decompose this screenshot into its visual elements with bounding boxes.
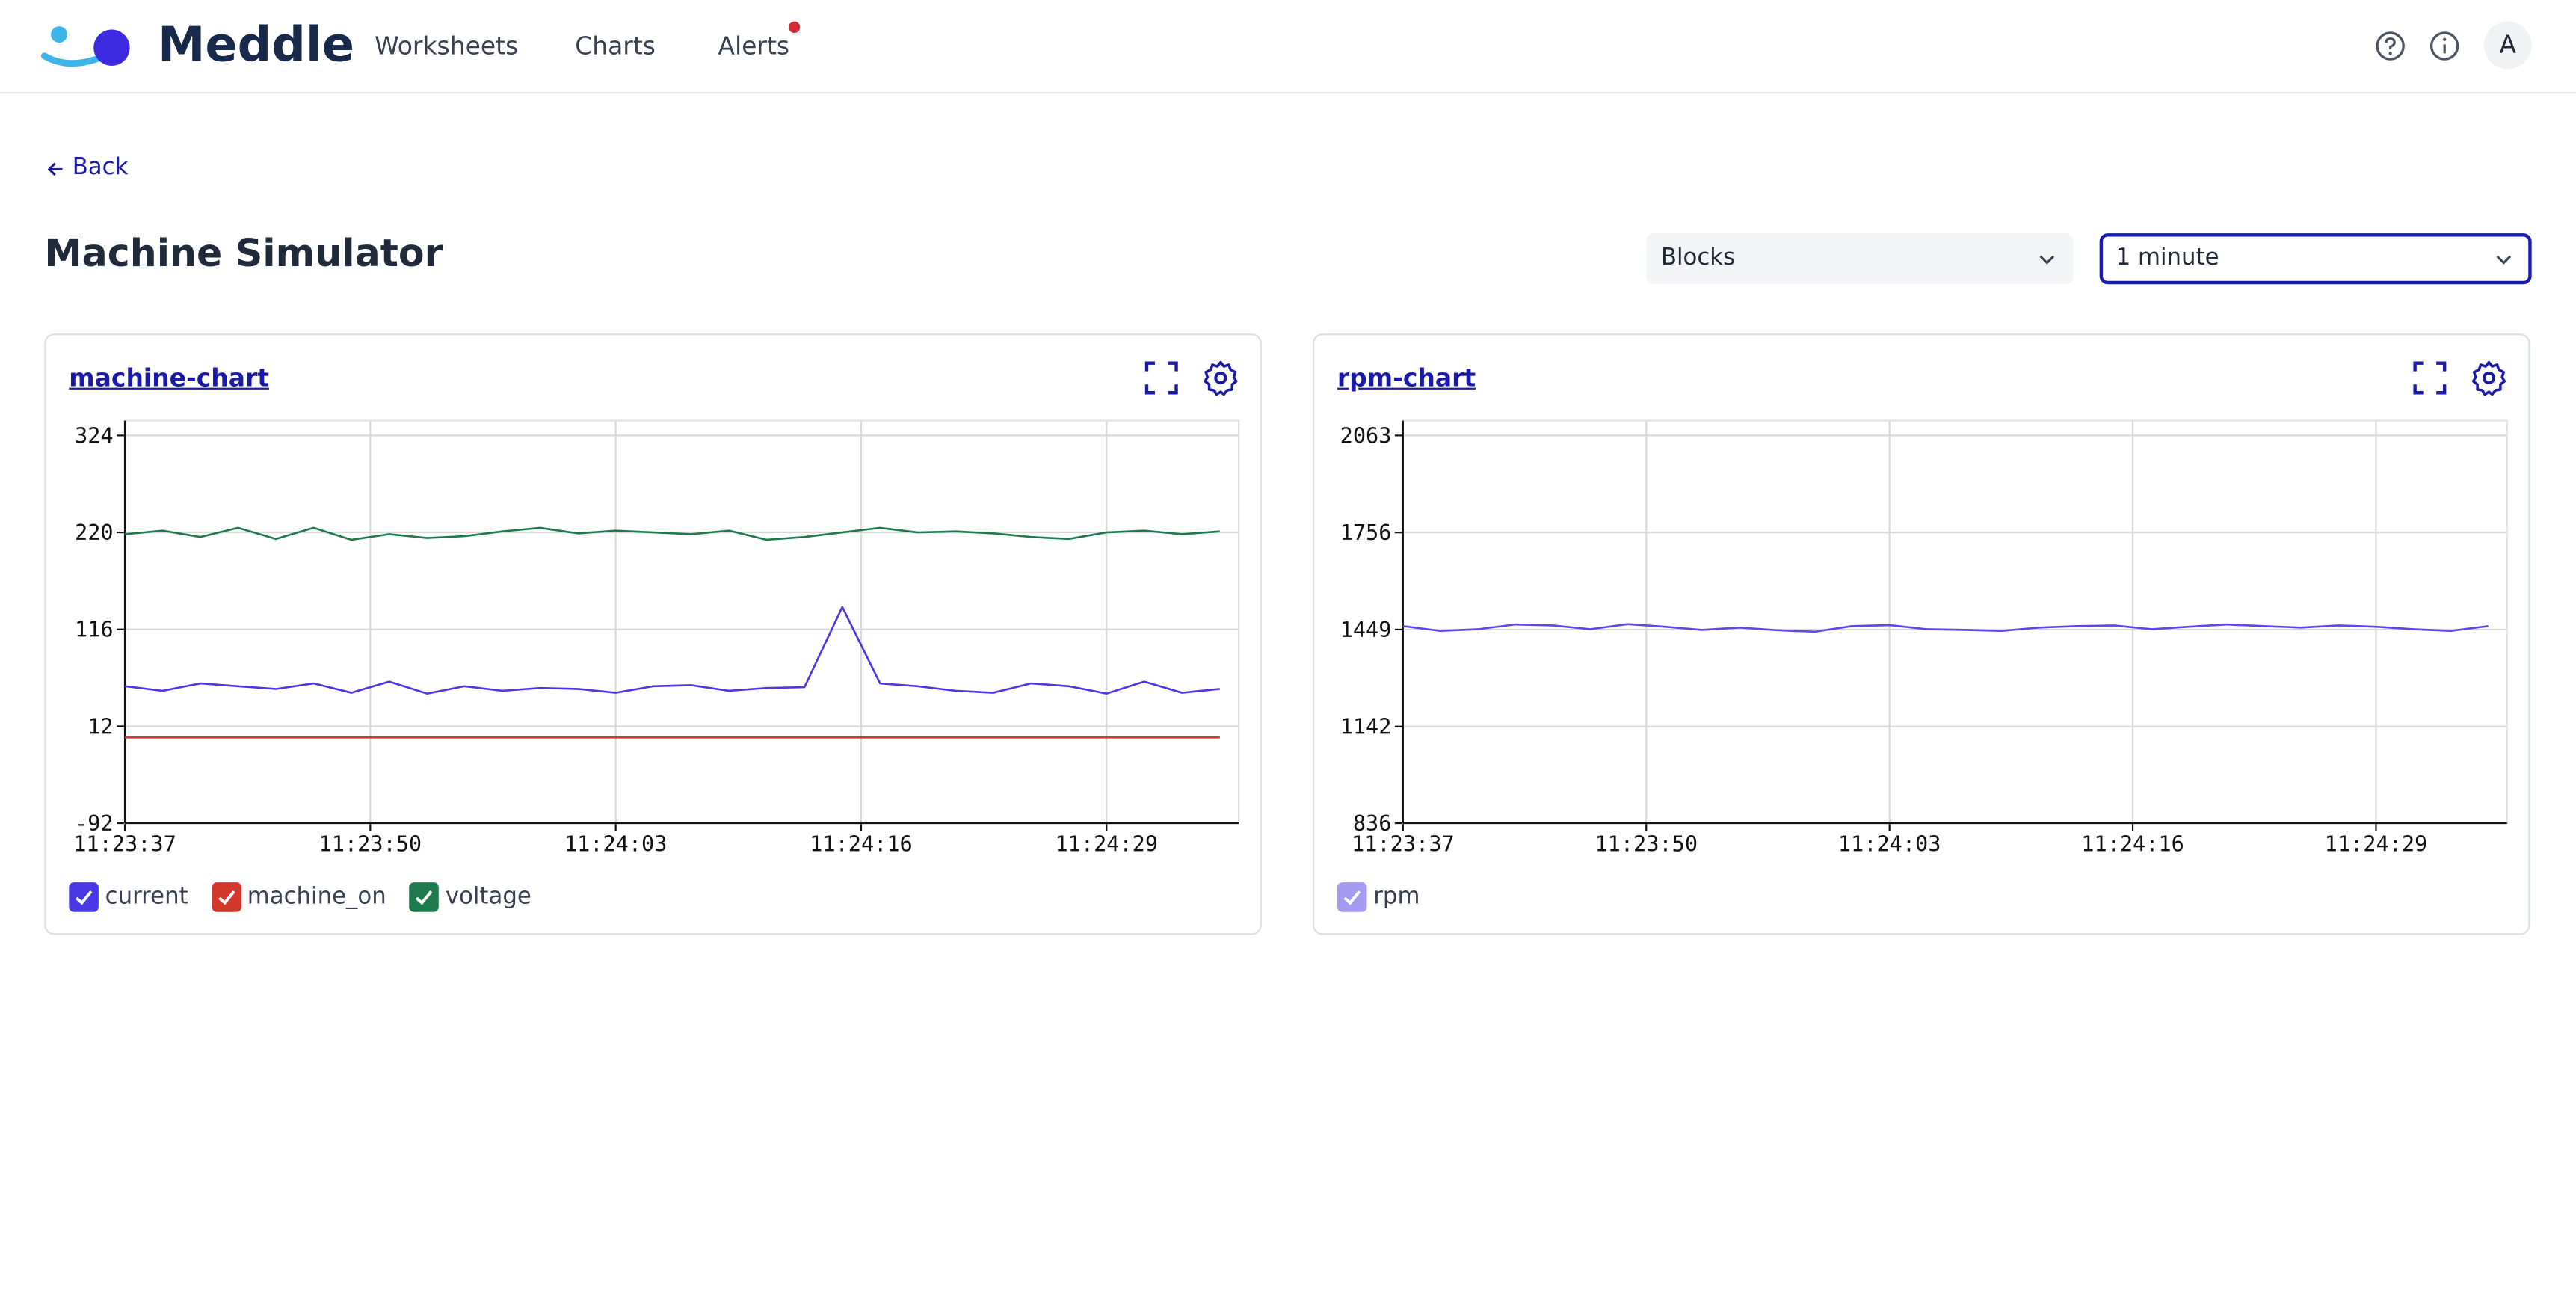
back-link[interactable]: Back (72, 154, 129, 181)
icon-path (1214, 371, 1227, 385)
y-tick-label: 116 (75, 617, 114, 642)
x-tick-label: 11:23:37 (1352, 831, 1455, 856)
check-path (416, 890, 433, 905)
x-tick-label: 11:24:16 (2081, 831, 2184, 856)
check-mark (75, 890, 93, 905)
chart: -92 12 116 220 324 11:23:37 11:23:50 11:24:03 11… (73, 419, 1240, 856)
chevron (2496, 255, 2512, 265)
check-mark (416, 890, 433, 905)
legend-swatch (1337, 882, 1367, 912)
y-tick-label: -92 (75, 810, 114, 836)
check-path (217, 890, 235, 905)
x-tick-label: 11:24:29 (2325, 831, 2428, 856)
settings-icon[interactable] (2471, 360, 2506, 396)
legend-swatch (69, 882, 99, 912)
legend-label: current (105, 884, 188, 911)
chart-title[interactable]: rpm-chart (1337, 363, 1476, 393)
x-tick-label: 11:23:37 (73, 831, 176, 856)
check-mark (217, 890, 235, 905)
expand-icon[interactable] (2412, 360, 2447, 396)
legend-item[interactable]: rpm (1337, 882, 1420, 912)
check-mark (1343, 890, 1361, 905)
avatar[interactable]: A (2483, 21, 2532, 70)
y-tick-label: 836 (1353, 810, 1392, 836)
legend-label: rpm (1373, 884, 1420, 911)
series-line (124, 526, 1220, 541)
y-tick-label: 220 (75, 520, 114, 545)
legend: rpm (1337, 882, 1420, 912)
brand[interactable]: Meddle (157, 16, 354, 73)
icon-path (1144, 361, 1178, 395)
legend-swatch (211, 882, 241, 912)
y-tick-label: 1449 (1340, 617, 1392, 642)
range-select[interactable]: 1 minute (2099, 233, 2532, 285)
back-arrow (47, 162, 63, 176)
info-icon[interactable] (2428, 30, 2461, 63)
select-value: 1 minute (2116, 244, 2219, 271)
series-line (1402, 623, 2489, 633)
legend-swatch (409, 882, 440, 912)
y-tick-label: 1142 (1340, 714, 1392, 739)
icon-path (2413, 361, 2447, 395)
help-icon[interactable] (2374, 30, 2407, 63)
chevron (2039, 255, 2055, 265)
plot-frame (1402, 419, 2508, 825)
nav-link[interactable]: Worksheets (375, 31, 519, 61)
chart-panel: rpm-chart 836 1142 1449 1756 2063 11:23:37 11:2… (1312, 333, 2530, 935)
chart-title[interactable]: machine-chart (69, 363, 270, 393)
legend-label: voltage (445, 884, 531, 911)
legend-item[interactable]: voltage (409, 882, 531, 912)
check-path (1343, 890, 1361, 905)
legend-item[interactable]: current (69, 882, 188, 912)
legend-label: machine_on (247, 884, 386, 911)
x-tick-label: 11:24:03 (1838, 831, 1941, 856)
x-tick-label: 11:24:03 (564, 831, 668, 856)
expand-icon[interactable] (1144, 360, 1180, 396)
y-tick-label: 12 (87, 713, 113, 739)
nav-link[interactable]: Alerts (718, 31, 790, 61)
y-tick-label: 324 (75, 422, 114, 448)
x-tick-label: 11:24:16 (810, 831, 913, 856)
settings-icon[interactable] (1203, 360, 1239, 396)
icon-path (2482, 371, 2496, 385)
legend: current machine_on voltage (69, 882, 531, 912)
page-title: Machine Simulator (44, 233, 443, 277)
x-tick-label: 11:23:50 (1594, 831, 1698, 856)
top-bar: Meddle Worksheets Charts Alerts A (0, 0, 2576, 94)
chart: 836 1142 1449 1756 2063 11:23:37 11:23:50 11:24… (1340, 419, 2508, 856)
plot-frame (123, 419, 1240, 825)
y-tick-label: 2063 (1340, 422, 1392, 448)
alert-dot (788, 21, 801, 33)
legend-item[interactable]: machine_on (211, 882, 386, 912)
y-tick-label: 1756 (1340, 520, 1392, 545)
icon-path (2471, 360, 2506, 396)
chart-panel: machine-chart -92 12 116 220 324 11:23:37 11:23… (44, 333, 1262, 935)
view-select[interactable]: Blocks (1646, 233, 2074, 285)
series-line (124, 606, 1220, 695)
check-path (75, 890, 93, 905)
icon-path (1204, 360, 1238, 396)
x-tick-label: 11:23:50 (319, 831, 422, 856)
select-value: Blocks (1660, 244, 1736, 271)
x-tick-label: 11:24:29 (1055, 831, 1158, 856)
logo-icon (40, 26, 130, 67)
nav-link[interactable]: Charts (575, 31, 656, 61)
